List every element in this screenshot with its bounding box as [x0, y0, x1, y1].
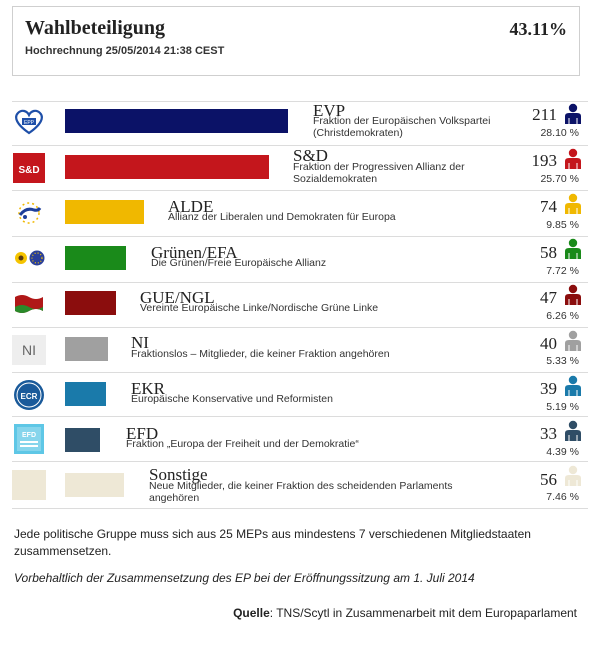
source-note: Quelle: TNS/Scytl in Zusammenarbeit mit …	[233, 606, 577, 620]
group-abbreviation: Sonstige	[149, 465, 208, 484]
seat-count: 211	[532, 105, 557, 124]
gue-ngl-flag-icon	[12, 289, 46, 319]
person-icon	[565, 148, 581, 169]
person-icon	[565, 284, 581, 305]
row-divider	[12, 327, 588, 328]
projection-timestamp: Hochrechnung 25/05/2014 21:38 CEST	[25, 45, 225, 57]
seat-share-bar	[65, 109, 288, 133]
svg-text:EPP: EPP	[24, 120, 35, 126]
group-full-name: Fraktionslos – Mitglieder, die keiner Fr…	[131, 348, 390, 360]
person-icon	[565, 193, 581, 214]
group-full-name: Fraktion der Europäischen Volkspartei (C…	[313, 115, 491, 139]
group-abbreviation: ALDE	[168, 197, 214, 216]
vote-share: 28.10 %	[540, 127, 579, 139]
row-divider	[12, 282, 588, 283]
seat-count: 58	[540, 243, 557, 262]
turnout-value: 43.11%	[509, 19, 567, 39]
group-full-name: Europäische Konservative und Reformisten	[131, 393, 333, 405]
person-icon	[565, 103, 581, 124]
seat-share-bar	[65, 428, 100, 452]
row-divider	[12, 145, 588, 146]
row-divider	[12, 508, 588, 509]
svg-text:S&D: S&D	[18, 165, 39, 176]
sd-logo-icon: S&D	[12, 153, 46, 183]
source-text: : TNS/Scytl in Zusammenarbeit mit dem Eu…	[269, 606, 577, 620]
group-full-name: Vereinte Europäische Linke/Nordische Grü…	[140, 302, 379, 314]
seat-count: 74	[540, 197, 557, 216]
group-full-name: Allianz der Liberalen und Demokraten für…	[168, 211, 396, 223]
vote-share: 9.85 %	[546, 219, 579, 231]
vote-share: 7.72 %	[546, 265, 579, 277]
group-abbreviation: EFD	[126, 424, 159, 443]
group-abbreviation: NI	[131, 333, 149, 352]
constitution-disclaimer: Vorbehaltlich der Zusammensetzung des EP…	[14, 571, 475, 585]
person-icon	[565, 465, 581, 486]
greens-efa-logo-icon	[12, 243, 46, 273]
group-abbreviation: EVP	[313, 101, 346, 120]
turnout-title: Wahlbeteiligung	[25, 17, 166, 39]
others-logo-icon	[12, 470, 46, 500]
ecr-logo-icon: ECR	[12, 380, 46, 410]
person-icon	[565, 238, 581, 259]
seat-share-bar	[65, 337, 108, 361]
alde-logo-icon	[12, 198, 46, 228]
seat-share-bar	[65, 291, 116, 315]
seat-share-bar	[65, 200, 144, 224]
vote-share: 5.19 %	[546, 401, 579, 413]
group-abbreviation: GUE/NGL	[140, 288, 215, 307]
row-divider	[12, 190, 588, 191]
seat-count: 40	[540, 334, 557, 353]
row-divider	[12, 416, 588, 417]
group-full-name: Neue Mitglieder, die keiner Fraktion des…	[149, 480, 453, 504]
row-divider	[12, 236, 588, 237]
person-icon	[565, 375, 581, 396]
group-full-name: Fraktion der Progressiven Allianz der So…	[293, 161, 465, 185]
seat-count: 33	[540, 424, 557, 443]
ni-logo-text: NI	[22, 342, 36, 358]
group-abbreviation: Grünen/EFA	[151, 243, 238, 262]
seat-count: 39	[540, 379, 557, 398]
group-abbreviation: S&D	[293, 146, 328, 165]
seat-share-bar	[65, 246, 126, 270]
evp-heart-logo-icon: EPP	[12, 107, 46, 137]
group-requirement-note: Jede politische Gruppe muss sich aus 25 …	[14, 527, 531, 558]
row-divider	[12, 461, 588, 462]
group-abbreviation: EKR	[131, 379, 165, 398]
turnout-panel: Wahlbeteiligung Hochrechnung 25/05/2014 …	[12, 6, 580, 76]
row-divider	[12, 372, 588, 373]
group-full-name: Die Grünen/Freie Europäische Allianz	[151, 257, 327, 269]
seat-count: 47	[540, 288, 557, 307]
vote-share: 4.39 %	[546, 446, 579, 458]
row-divider	[12, 101, 588, 102]
seat-share-bar	[65, 473, 124, 497]
vote-share: 7.46 %	[546, 491, 579, 503]
ni-logo-icon: NI	[12, 335, 46, 365]
seat-count: 193	[531, 151, 558, 170]
ecr-logo-text: ECR	[21, 392, 38, 401]
efd-logo-icon: EFD	[12, 424, 46, 454]
seat-share-bar	[65, 382, 106, 406]
seat-count: 56	[540, 470, 557, 489]
person-icon	[565, 420, 581, 441]
person-icon	[565, 330, 581, 351]
efd-logo-text: EFD	[22, 432, 36, 439]
vote-share: 6.26 %	[546, 310, 579, 322]
source-label: Quelle	[233, 606, 270, 620]
vote-share: 25.70 %	[540, 173, 579, 185]
vote-share: 5.33 %	[546, 355, 579, 367]
seat-share-bar	[65, 155, 269, 179]
group-full-name: Fraktion „Europa der Freiheit und der De…	[126, 438, 359, 450]
